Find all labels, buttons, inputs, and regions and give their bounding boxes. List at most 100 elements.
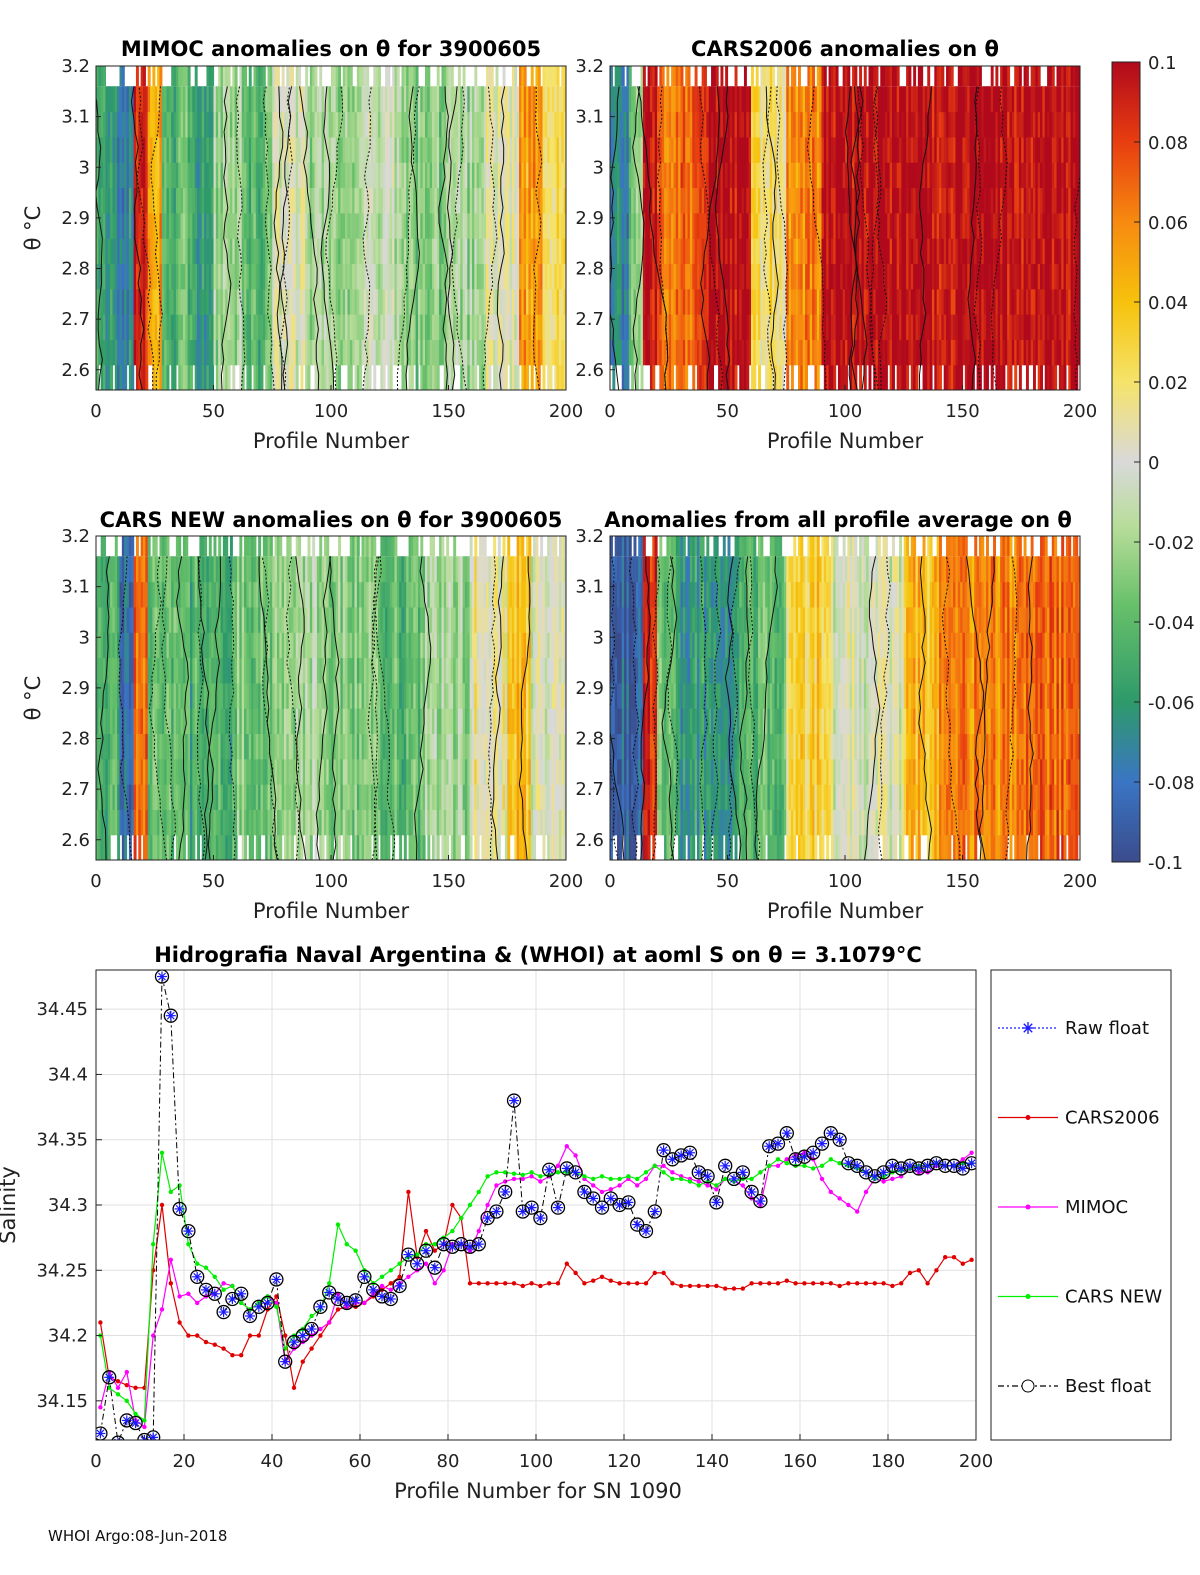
heatmap-cell — [267, 288, 271, 315]
heatmap-cell — [875, 364, 879, 390]
heatmap-cell — [241, 238, 245, 265]
heatmap-cell — [988, 111, 992, 138]
heatmap-cell — [415, 111, 419, 138]
heatmap-cell — [922, 339, 926, 366]
heatmap-cell — [722, 162, 726, 189]
heatmap-cell — [1056, 66, 1060, 87]
heatmap-cell — [687, 238, 691, 265]
heatmap-cell — [628, 339, 632, 366]
heatmap-cell — [790, 364, 794, 390]
heatmap-cell — [901, 86, 905, 113]
heatmap-cell — [828, 364, 832, 390]
heatmap-cell — [446, 136, 450, 163]
heatmap-cell — [896, 162, 900, 189]
heatmap-cell — [446, 187, 450, 214]
heatmap-cell — [704, 339, 707, 366]
heatmap-cell — [511, 212, 515, 239]
heatmap-cell — [892, 263, 895, 290]
heatmap-cell — [521, 288, 525, 315]
heatmap-cell — [1054, 212, 1058, 239]
heatmap-cell — [526, 162, 529, 189]
heatmap-cell — [910, 136, 914, 163]
heatmap-cell — [1014, 187, 1018, 214]
heatmap-cell — [711, 339, 714, 366]
heatmap-cell — [661, 263, 665, 290]
heatmap-cell — [997, 288, 1001, 315]
heatmap-cell — [955, 187, 959, 214]
heatmap-cell — [689, 111, 693, 138]
heatmap-cell — [1037, 288, 1041, 315]
heatmap-cell — [154, 162, 158, 189]
heatmap-cell — [533, 136, 537, 163]
heatmap-cell — [199, 263, 203, 290]
heatmap-cell — [349, 212, 353, 239]
heatmap-cell — [978, 86, 982, 113]
heatmap-cell — [696, 263, 700, 290]
heatmap-cell — [500, 111, 504, 138]
heatmap-cell — [380, 364, 384, 390]
heatmap-cell — [727, 263, 731, 290]
heatmap-cell — [892, 86, 895, 113]
heatmap-cell — [457, 136, 461, 163]
heatmap-cell — [993, 111, 996, 138]
heatmap-cell — [1075, 263, 1079, 290]
heatmap-cell — [213, 86, 217, 113]
heatmap-cell — [880, 136, 884, 163]
heatmap-cell — [887, 238, 891, 265]
heatmap-cell — [528, 339, 532, 366]
heatmap-cell — [274, 263, 278, 290]
heatmap-cell — [924, 238, 928, 265]
heatmap-cell — [612, 364, 616, 390]
heatmap-cell — [922, 136, 926, 163]
heatmap-cell — [215, 339, 219, 366]
heatmap-cell — [1030, 238, 1034, 265]
heatmap-cell — [711, 212, 714, 239]
heatmap-cell — [927, 66, 931, 87]
heatmap-cell — [1075, 339, 1079, 366]
heatmap-cell — [488, 111, 492, 138]
heatmap-cell — [464, 187, 468, 214]
heatmap-cell — [711, 314, 714, 340]
heatmap-cell — [291, 238, 294, 265]
heatmap-cell — [453, 288, 457, 315]
heatmap-cell — [732, 238, 736, 265]
heatmap-cell — [523, 187, 527, 214]
heatmap-cell — [875, 86, 879, 113]
heatmap-cell — [711, 111, 714, 138]
heatmap-cell — [967, 212, 971, 239]
heatmap-cell — [776, 263, 780, 290]
heatmap-cell — [476, 86, 480, 113]
heatmap-cell — [413, 263, 417, 290]
heatmap-cell — [692, 136, 696, 163]
heatmap-cell — [866, 339, 870, 366]
heatmap-cell — [899, 111, 902, 138]
heatmap-cell — [352, 339, 356, 366]
heatmap-cell — [1037, 238, 1041, 265]
heatmap-cell — [439, 212, 443, 239]
heatmap-cell — [692, 364, 696, 390]
heatmap-cell — [1028, 212, 1032, 239]
heatmap-cell — [140, 187, 144, 214]
heatmap-cell — [894, 111, 898, 138]
heatmap-cell — [1018, 212, 1022, 239]
heatmap-cell — [1033, 212, 1036, 239]
heatmap-cell — [967, 66, 971, 87]
heatmap-cell — [472, 339, 475, 366]
heatmap-cell — [333, 162, 337, 189]
heatmap-cell — [762, 86, 766, 113]
heatmap-cell — [642, 111, 646, 138]
heatmap-cell — [661, 111, 665, 138]
heatmap-cell — [135, 212, 139, 239]
heatmap-cell — [500, 288, 504, 315]
heatmap-cell — [338, 212, 341, 239]
heatmap-cell — [298, 187, 302, 214]
heatmap-cell — [896, 263, 900, 290]
heatmap-cell — [720, 111, 724, 138]
heatmap-cell — [654, 162, 658, 189]
heatmap-cell — [187, 187, 191, 214]
heatmap-cell — [396, 66, 400, 87]
heatmap-cell — [743, 136, 747, 163]
heatmap-cell — [490, 212, 494, 239]
heatmap-cell — [1075, 136, 1079, 163]
heatmap-cell — [894, 66, 898, 87]
